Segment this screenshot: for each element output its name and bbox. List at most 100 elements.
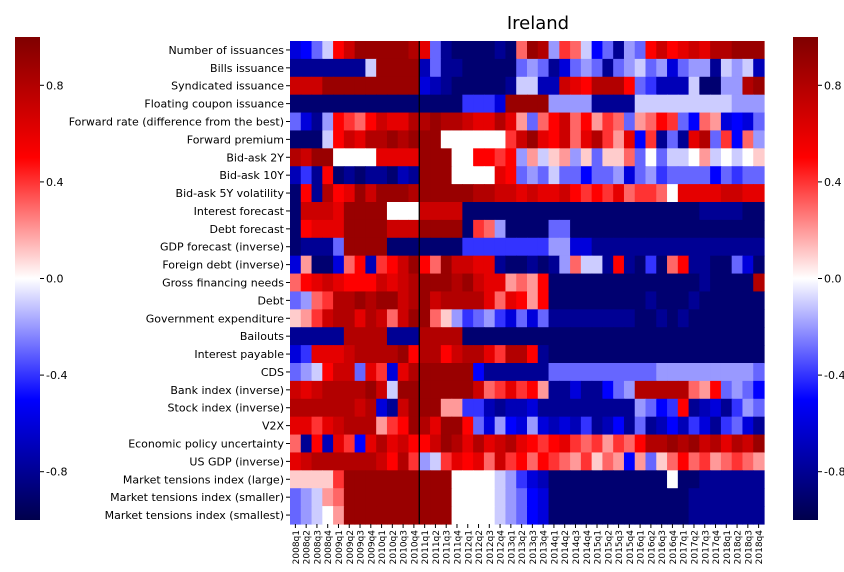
column-label: 2008q3 (313, 530, 323, 564)
heatmap-cell (677, 112, 690, 132)
heatmap-cell (505, 470, 517, 489)
heatmap-cell (720, 327, 733, 346)
heatmap-cell (677, 345, 690, 364)
heatmap-cell (408, 398, 420, 418)
heatmap-cell (613, 452, 625, 471)
heatmap-cell (516, 130, 528, 149)
heatmap-cell (473, 416, 485, 436)
heatmap-cell (354, 452, 367, 471)
heatmap-cell (365, 506, 377, 525)
heatmap-cell (677, 434, 690, 454)
column-label: 2012q2 (475, 530, 485, 564)
heatmap-cell (462, 148, 474, 167)
heatmap-cell (440, 76, 453, 96)
heatmap-cell (376, 434, 388, 454)
column-label: 2016q2 (647, 530, 657, 564)
colorbar-tick-label: 0.0 (824, 273, 842, 286)
heatmap-cell (462, 112, 474, 132)
heatmap-cell (731, 380, 744, 400)
heatmap-cell (720, 58, 733, 78)
heatmap-cell (333, 130, 345, 149)
heatmap-cell (580, 345, 593, 364)
heatmap-cell (408, 327, 420, 346)
heatmap-cell (720, 184, 733, 203)
heatmap-cell (548, 416, 560, 436)
heatmap-cell (440, 345, 453, 364)
heatmap-cell (591, 58, 604, 78)
heatmap-cell (365, 416, 377, 436)
column-label: 2009q4 (367, 530, 377, 565)
heatmap-cell (548, 273, 560, 293)
heatmap-cell (591, 94, 604, 114)
heatmap-cell (559, 112, 571, 132)
heatmap-cell (376, 255, 388, 275)
heatmap-cell (322, 202, 334, 221)
column-label: 2009q2 (346, 530, 356, 564)
heatmap-cell (602, 94, 614, 114)
heatmap-cell (376, 488, 388, 507)
heatmap-cell (548, 309, 560, 328)
column-label: 2012q3 (486, 530, 496, 564)
heatmap-cell (343, 219, 356, 239)
column-label: 2009q3 (357, 530, 367, 564)
heatmap-cell (559, 58, 571, 78)
column-label: 2017q2 (690, 530, 700, 564)
heatmap-cell (430, 219, 442, 239)
heatmap-cell (602, 130, 614, 149)
heatmap-cell (333, 273, 345, 293)
heatmap-cell (591, 112, 604, 132)
heatmap-cell (354, 291, 367, 310)
heatmap-cell (753, 273, 765, 293)
heatmap-cell (613, 184, 625, 203)
heatmap-cell (742, 148, 754, 167)
heatmap-cell (365, 237, 377, 257)
heatmap-cell (354, 380, 367, 400)
heatmap-cell (537, 327, 550, 346)
heatmap-cell (753, 94, 765, 114)
heatmap-cell (483, 219, 496, 239)
heatmap-cell (699, 202, 711, 221)
heatmap-cell (602, 452, 614, 471)
heatmap-cell (483, 452, 496, 471)
heatmap-cell (311, 94, 323, 114)
heatmap-cell (505, 273, 517, 293)
heatmap-cell (720, 273, 733, 293)
heatmap-cell (742, 470, 754, 489)
heatmap-cell (623, 202, 636, 221)
heatmap-cell (419, 363, 431, 382)
heatmap-cell (720, 94, 733, 114)
heatmap-cell (667, 219, 679, 239)
heatmap-cell (290, 434, 302, 454)
column-label: 2012q1 (464, 530, 474, 564)
heatmap-cell (516, 506, 528, 525)
heatmap-cell (537, 363, 550, 382)
heatmap-cell (710, 327, 722, 346)
heatmap-cell (634, 237, 647, 257)
heatmap-cell (753, 237, 765, 257)
heatmap-cell (720, 41, 733, 60)
colorbar-tick-label: 0.0 (46, 273, 64, 286)
heatmap-cell (559, 41, 571, 60)
heatmap-cell (645, 255, 657, 275)
heatmap-cell (602, 470, 614, 489)
heatmap-cell (699, 363, 711, 382)
heatmap-cell (322, 488, 334, 507)
heatmap-cell (290, 166, 302, 185)
heatmap-cell (559, 148, 571, 167)
heatmap-cell (494, 488, 507, 507)
heatmap-cell (591, 237, 604, 257)
heatmap-cell (688, 452, 700, 471)
heatmap-cell (386, 148, 399, 167)
heatmap-cell (505, 41, 517, 60)
heatmap-cell (720, 148, 733, 167)
heatmap-cell (570, 273, 582, 293)
heatmap-cell (720, 380, 733, 400)
heatmap-cell (677, 202, 690, 221)
heatmap-cell (677, 148, 690, 167)
heatmap-cell (656, 434, 668, 454)
heatmap-cell (602, 291, 614, 310)
heatmap-cell (462, 470, 474, 489)
heatmap-cell (527, 41, 539, 60)
heatmap-cell (473, 41, 485, 60)
heatmap-cell (408, 202, 420, 221)
